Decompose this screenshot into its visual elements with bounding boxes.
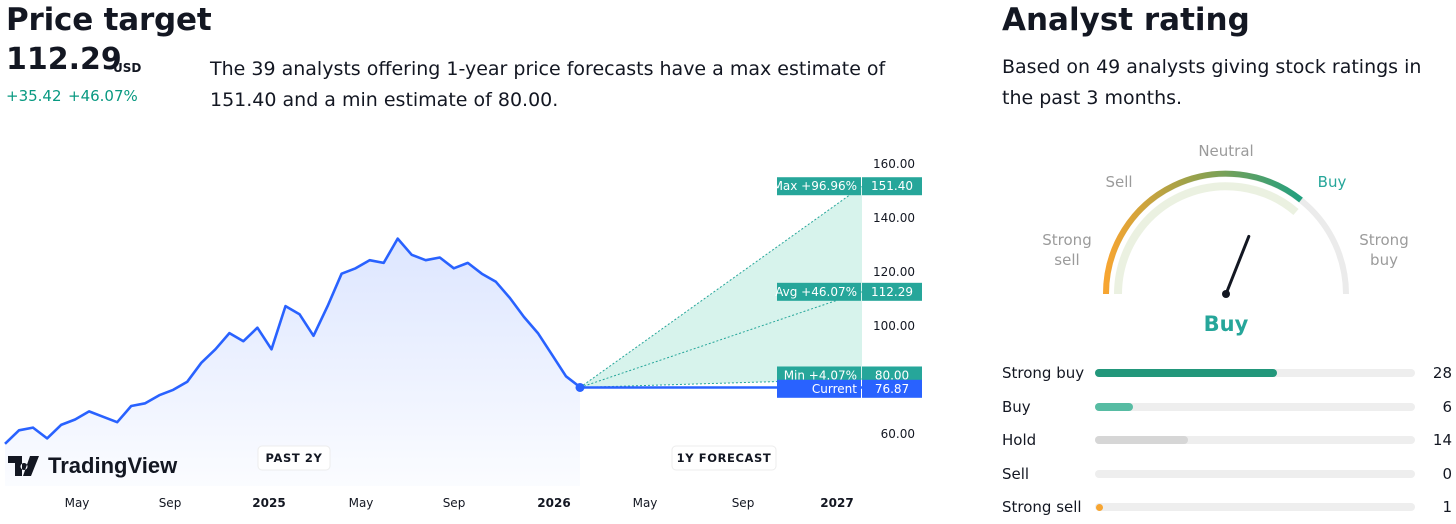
x-tick-label: May	[633, 496, 658, 510]
gauge-label-strong-buy-line2: buy	[1370, 251, 1398, 269]
rating-bar-track	[1095, 403, 1415, 411]
gauge-label-strong-sell-line2: sell	[1054, 251, 1079, 269]
price-target-value: 112.29	[6, 42, 122, 77]
gauge-inner-band	[1114, 182, 1299, 295]
y-tick-label: 140.00	[873, 211, 915, 225]
rating-bar-track	[1095, 436, 1415, 444]
x-tick-label: Sep	[443, 496, 466, 510]
tradingview-wordmark: TradingView	[48, 453, 178, 478]
current-price-value-tag	[862, 379, 922, 398]
price-change-absolute: +35.42	[6, 87, 62, 105]
rating-bar-track	[1095, 470, 1415, 478]
current-price-marker	[575, 382, 585, 392]
gauge-label-neutral: Neutral	[1198, 142, 1253, 160]
rating-row-label: Strong sell	[1002, 498, 1082, 516]
rating-bar-fill	[1095, 403, 1134, 411]
forecast-line-avg	[579, 291, 863, 388]
price-target-description: The 39 analysts offering 1-year price fo…	[210, 58, 886, 111]
gauge-label-sell: Sell	[1105, 173, 1132, 191]
max-forecast-value-tag	[862, 177, 922, 196]
avg-forecast-tag	[777, 282, 861, 301]
y-tick-label: 100.00	[873, 319, 915, 333]
price-forecast-chart: 160.00 140.00 120.00 100.00 60.00 May Sep 2025…	[4, 157, 922, 510]
rating-row-count: 28	[1432, 364, 1452, 382]
gauge-label-strong-buy-line1: Strong	[1359, 231, 1408, 249]
rating-row: Strong sell 1	[1002, 496, 1452, 518]
gauge-label-strong-sell-line1: Strong	[1042, 231, 1091, 249]
forecast-line-min	[579, 378, 863, 388]
past-period-label: PAST 2Y	[266, 451, 323, 465]
gauge-result: Buy	[1204, 312, 1249, 336]
avg-forecast-value-tag	[862, 282, 922, 301]
rating-row: Sell 0	[1002, 463, 1452, 485]
rating-bar-fill	[1096, 504, 1103, 511]
rating-bar-fill	[1095, 369, 1278, 377]
gauge-value-arc	[1102, 170, 1303, 295]
gauge-track	[1103, 171, 1349, 295]
current-price-label: Current	[812, 382, 857, 396]
gauge-needle-pivot	[1222, 290, 1230, 298]
rating-gauge: Neutral Sell Buy Strong sell Strong buy …	[1042, 142, 1408, 336]
y-tick-label: 120.00	[873, 265, 915, 279]
rating-row-count: 6	[1442, 398, 1452, 416]
x-tick-label: Sep	[732, 496, 755, 510]
rating-row-label: Hold	[1002, 431, 1037, 449]
min-forecast-label: Min +4.07%	[784, 368, 857, 382]
rating-row-label: Sell	[1002, 465, 1030, 483]
x-tick-label: May	[349, 496, 374, 510]
current-price-tag	[777, 379, 861, 398]
forecast-period-label: 1Y FORECAST	[677, 451, 772, 465]
rating-row: Buy 6	[1002, 396, 1452, 418]
rating-bar-fill	[1095, 436, 1188, 444]
rating-row-count: 1	[1442, 498, 1452, 516]
price-history-line	[4, 237, 581, 445]
avg-forecast-value: 112.29	[871, 285, 913, 299]
currency-label: USD	[113, 61, 142, 75]
rating-bar-track	[1095, 369, 1415, 377]
rating-row-count: 0	[1442, 465, 1452, 483]
x-tick-label: 2026	[537, 496, 570, 510]
x-tick-label: Sep	[159, 496, 182, 510]
rating-row-label: Buy	[1002, 398, 1031, 416]
max-forecast-value: 151.40	[871, 179, 913, 193]
analyst-rating-description: Based on 49 analysts giving stock rating…	[1002, 56, 1422, 109]
rating-bar-track	[1095, 503, 1415, 511]
rating-row-label: Strong buy	[1002, 364, 1085, 382]
y-tick-label: 160.00	[873, 157, 915, 171]
price-change-percent: +46.07%	[68, 87, 138, 105]
analyst-rating-title: Analyst rating	[1002, 2, 1250, 38]
rating-row-count: 14	[1432, 431, 1452, 449]
forecast-line-max	[579, 185, 863, 388]
price-target-title: Price target	[6, 2, 212, 38]
min-forecast-value: 80.00	[875, 368, 909, 382]
rating-row: Strong buy 28	[1002, 362, 1452, 384]
tradingview-logo-icon	[8, 456, 39, 476]
y-tick-label: 60.00	[881, 427, 915, 441]
tradingview-logo: TradingView	[8, 453, 178, 478]
avg-forecast-label: Avg +46.07%	[775, 285, 857, 299]
max-forecast-label: Max +96.96%	[773, 179, 857, 193]
gauge-needle	[1224, 234, 1251, 296]
rating-row: Hold 14	[1002, 429, 1452, 451]
x-tick-label: 2027	[820, 496, 853, 510]
price-history-area	[5, 238, 580, 486]
past-period-badge	[257, 445, 331, 471]
max-forecast-tag	[777, 177, 861, 196]
x-tick-label: 2025	[252, 496, 285, 510]
x-tick-label: May	[65, 496, 90, 510]
forecast-period-badge	[671, 445, 777, 471]
gauge-label-buy: Buy	[1318, 173, 1347, 191]
current-price-value: 76.87	[875, 382, 909, 396]
